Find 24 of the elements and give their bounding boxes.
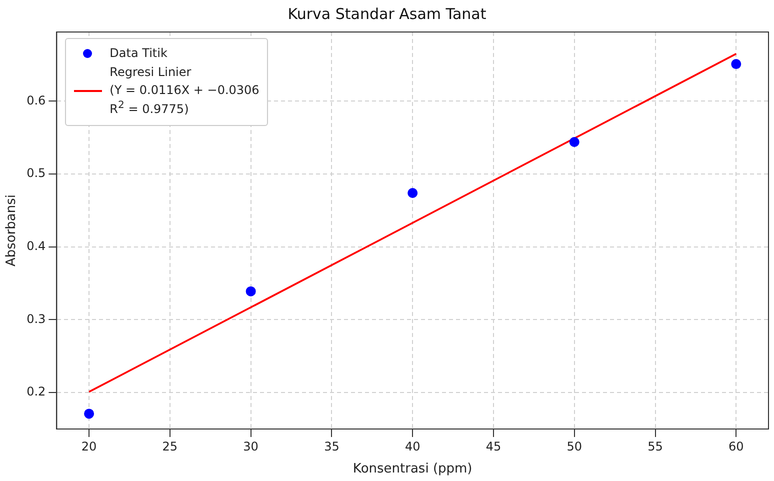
- point: [246, 286, 256, 296]
- y-tick-label: 0.5: [26, 166, 46, 180]
- y-tick-label: 0.4: [26, 239, 46, 254]
- x-tick-label: 35: [324, 439, 340, 454]
- x-tick-label: 20: [81, 439, 97, 454]
- x-tick-label: 25: [162, 439, 178, 454]
- x-tick-label: 55: [648, 439, 663, 454]
- x-tick-label: 45: [486, 439, 502, 454]
- point: [84, 408, 94, 419]
- point: [731, 59, 742, 70]
- y-tick-label: 0.2: [26, 384, 46, 399]
- x-axis-title: Konsentrasi (ppm): [352, 462, 472, 477]
- y-tick-label: 0.6: [26, 93, 46, 108]
- point: [408, 188, 418, 198]
- x-tick-label: 30: [243, 439, 258, 454]
- x-tick-label: 60: [728, 439, 744, 454]
- legend-label: Regresi Linier (Y = 0.0116X + −0.0306 R$^{2}$ = 0.9775): [110, 64, 260, 118]
- x-tick-label: 50: [566, 439, 582, 454]
- x-tick-label: 40: [404, 439, 420, 454]
- y-axis-title: Absorbansi: [4, 194, 20, 267]
- y-tick-label: 0.3: [26, 312, 46, 326]
- chart-title: Kurva Standar Asam Tanat: [288, 4, 486, 23]
- legend-label: Data Titik: [110, 45, 168, 62]
- point: [569, 136, 580, 147]
